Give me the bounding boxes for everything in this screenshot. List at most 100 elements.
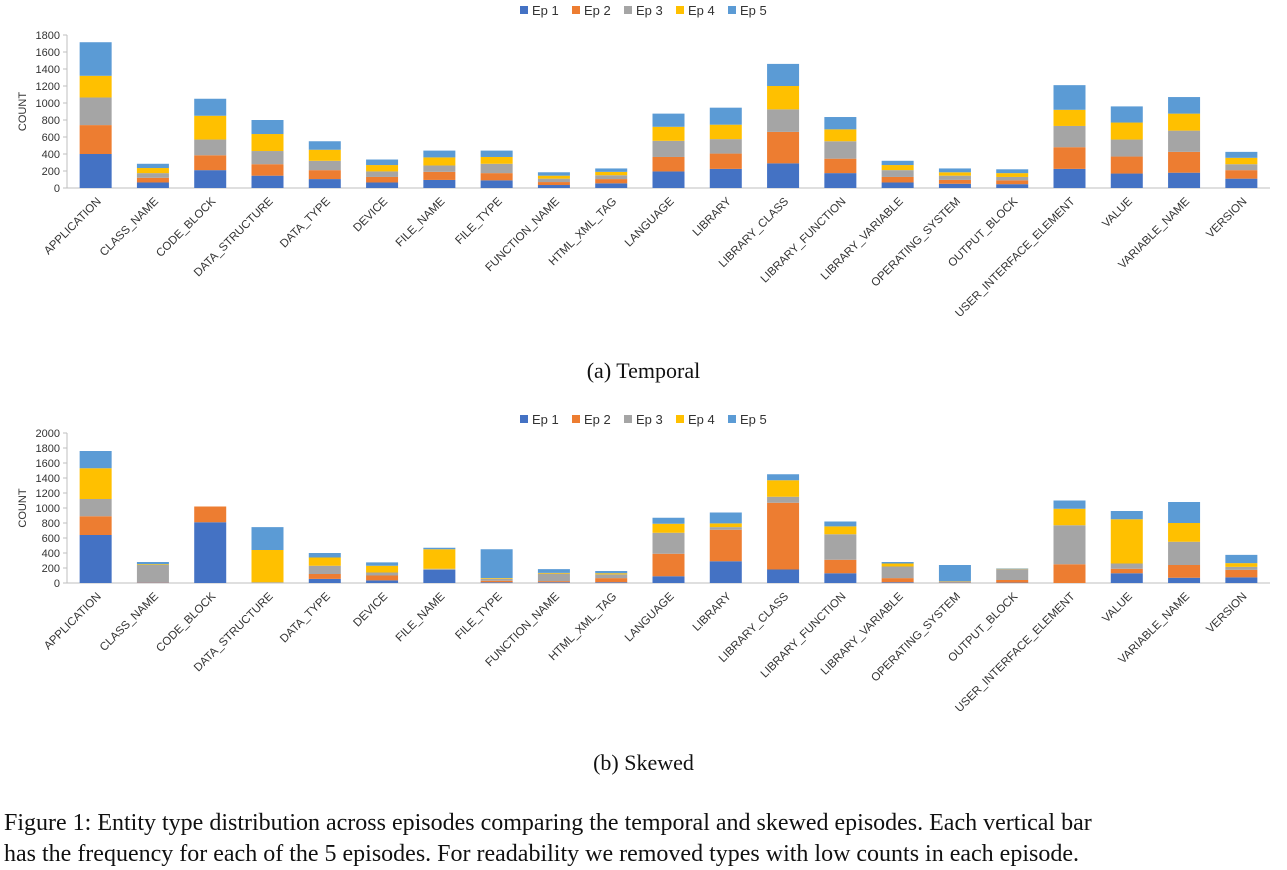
y-tick-label: 200 xyxy=(42,563,60,575)
legend-swatch xyxy=(520,6,528,14)
bar-segment xyxy=(939,184,971,188)
bar-segment xyxy=(80,125,112,154)
y-tick-label: 400 xyxy=(42,149,60,161)
bar-segment xyxy=(824,534,856,560)
x-tick-label: FILE_NAME xyxy=(394,195,448,249)
bar-segment xyxy=(423,570,455,583)
bar-segment xyxy=(710,125,742,139)
x-tick-label: VALUE xyxy=(1100,590,1135,625)
legend-label: Ep 1 xyxy=(532,412,559,427)
x-tick-label: VALUE xyxy=(1100,195,1135,230)
bar-segment xyxy=(481,164,513,173)
bar-segment xyxy=(767,163,799,188)
legend-swatch xyxy=(676,415,684,423)
x-tick-label: USER_INTERFACE_ELEMENT xyxy=(953,196,1077,320)
bar-segment xyxy=(1054,509,1086,526)
x-tick-label: FILE_TYPE xyxy=(453,195,505,247)
bar-segment xyxy=(366,177,398,183)
legend-swatch xyxy=(728,415,736,423)
bar-segment xyxy=(1225,170,1257,179)
legend-item: Ep 3 xyxy=(624,412,663,427)
bar-segment xyxy=(767,570,799,584)
bar-segment xyxy=(653,157,685,171)
x-tick-label: LIBRARY xyxy=(691,195,734,238)
y-tick-label: 600 xyxy=(42,132,60,144)
bar-segment xyxy=(194,507,226,523)
bar-segment xyxy=(137,182,169,188)
bar-segment xyxy=(653,524,685,533)
legend-item: Ep 3 xyxy=(624,3,663,18)
bar-segment xyxy=(80,451,112,468)
bar-segment xyxy=(824,526,856,534)
y-tick-label: 600 xyxy=(42,533,60,545)
bar-segment xyxy=(710,561,742,583)
bar-segment xyxy=(137,168,169,173)
y-tick-label: 2000 xyxy=(36,428,60,440)
bar-segment xyxy=(710,523,742,527)
x-tick-label: CLASS_NAME xyxy=(98,195,161,258)
bar-segment xyxy=(309,566,341,574)
bar-segment xyxy=(252,164,284,175)
y-tick-label: 1000 xyxy=(36,503,60,515)
y-tick-label: 1200 xyxy=(36,488,60,500)
bar-segment xyxy=(653,127,685,141)
bar-segment xyxy=(80,76,112,98)
bar-segment xyxy=(309,150,341,161)
bar-segment xyxy=(996,173,1028,177)
bar-segment xyxy=(80,535,112,583)
bar-segment xyxy=(653,576,685,583)
bar-segment xyxy=(538,569,570,573)
bar-segment xyxy=(366,576,398,581)
bar-segment xyxy=(1225,158,1257,164)
bar-segment xyxy=(366,165,398,171)
bar-segment xyxy=(423,548,455,550)
bar-segment xyxy=(1168,542,1200,565)
bar-segment xyxy=(1168,114,1200,131)
bar-segment xyxy=(939,180,971,184)
legend-label: Ep 1 xyxy=(532,3,559,18)
bar-segment xyxy=(1111,564,1143,569)
x-tick-label: FILE_TYPE xyxy=(453,590,505,642)
bar-segment xyxy=(939,565,971,581)
bar-segment xyxy=(423,165,455,171)
legend-item: Ep 2 xyxy=(572,412,611,427)
bar-segment xyxy=(194,116,226,140)
x-tick-label: DATA_TYPE xyxy=(278,590,333,645)
bar-segment xyxy=(194,522,226,583)
y-axis-label: COUNT xyxy=(17,488,29,527)
legend-swatch xyxy=(572,415,580,423)
legend-label: Ep 2 xyxy=(584,3,611,18)
bar-segment xyxy=(767,503,799,570)
bar-segment xyxy=(1168,131,1200,152)
bar-segment xyxy=(194,155,226,170)
bar-segment xyxy=(1111,174,1143,188)
x-tick-label: CODE_BLOCK xyxy=(154,195,218,259)
x-tick-label: FILE_NAME xyxy=(394,590,448,644)
bar-segment xyxy=(366,171,398,177)
legend-swatch xyxy=(728,6,736,14)
bar-segment xyxy=(481,578,513,579)
bar-segment xyxy=(252,120,284,134)
bar-segment xyxy=(252,134,284,151)
bar-segment xyxy=(538,185,570,188)
bar-segment xyxy=(481,180,513,188)
figure-caption-line-2: has the frequency for each of the 5 epis… xyxy=(4,839,1287,870)
x-tick-label: DEVICE xyxy=(351,195,390,234)
bar-segment xyxy=(80,468,112,499)
y-tick-label: 1200 xyxy=(36,81,60,93)
bar-segment xyxy=(309,170,341,179)
bar-segment xyxy=(1168,565,1200,578)
y-tick-label: 1600 xyxy=(36,458,60,470)
legend-label: Ep 4 xyxy=(688,412,715,427)
legend-label: Ep 3 xyxy=(636,412,663,427)
bar-segment xyxy=(939,172,971,175)
bar-segment xyxy=(1168,502,1200,523)
bar-segment xyxy=(252,527,284,550)
bar-segment xyxy=(824,141,856,158)
skewed-caption: (b) Skewed xyxy=(0,750,1287,776)
bar-segment xyxy=(996,177,1028,180)
bar-segment xyxy=(309,574,341,579)
bar-segment xyxy=(1054,169,1086,188)
bar-segment xyxy=(939,582,971,583)
bar-segment xyxy=(1111,157,1143,174)
